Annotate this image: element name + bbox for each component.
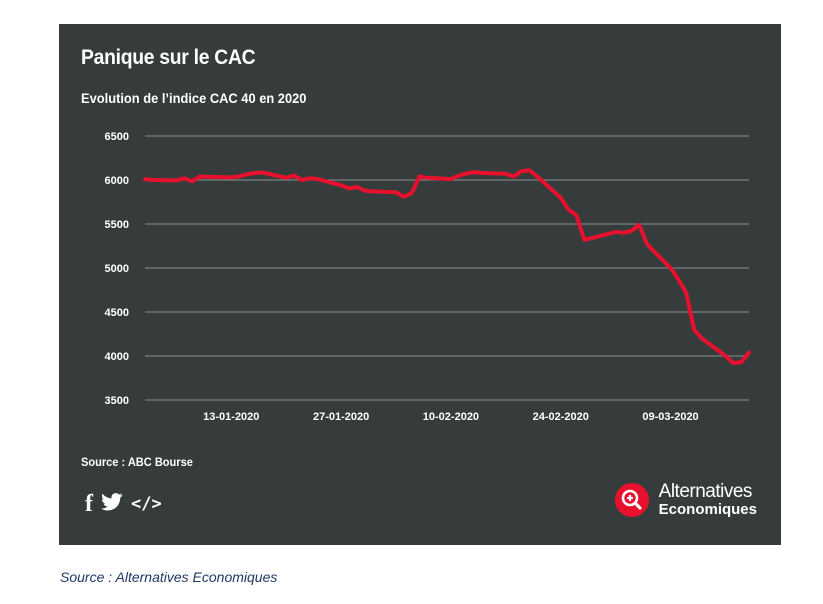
twitter-icon[interactable]: [101, 492, 123, 516]
x-tick-label: 27-01-2020: [313, 411, 369, 423]
share-bar: f </>: [85, 492, 162, 516]
chart-title: Panique sur le CAC: [81, 46, 256, 69]
chart-subtitle: Evolution de l’indice CAC 40 en 2020: [81, 90, 307, 106]
y-tick-label: 5500: [105, 219, 129, 231]
line-chart: 3500 4000 4500 5000 5500 6000 6500 13-01-2020 27…: [105, 131, 751, 423]
twitter-bird-icon: [101, 492, 123, 510]
embed-code-icon[interactable]: </>: [131, 494, 162, 514]
x-tick-label: 13-01-2020: [203, 411, 259, 423]
logo-wordmark: Alternatives Economiques: [659, 482, 757, 517]
alternatives-economiques-logo[interactable]: Alternatives Economiques: [614, 482, 757, 517]
logo-line-2: Economiques: [658, 501, 757, 518]
cac40-series-line: [143, 168, 751, 365]
y-tick-label: 5000: [105, 263, 129, 275]
facebook-icon[interactable]: f: [85, 491, 93, 517]
figure-caption: Source : Alternatives Economiques: [60, 569, 278, 585]
y-tick-label: 4000: [105, 351, 129, 363]
x-tick-label: 10-02-2020: [423, 411, 479, 423]
y-tick-label: 4500: [105, 307, 129, 319]
y-tick-label: 6000: [105, 175, 129, 187]
x-tick-label: 24-02-2020: [533, 411, 589, 423]
magnifier-plus-icon: [614, 482, 649, 517]
logo-line-1: Alternatives: [658, 481, 753, 502]
chart-source: Source : ABC Bourse: [81, 455, 193, 469]
y-tick-label: 3500: [105, 395, 129, 407]
y-tick-label: 6500: [105, 131, 129, 143]
x-tick-label: 09-03-2020: [642, 411, 698, 423]
chart-card: Panique sur le CAC Evolution de l’indice…: [59, 24, 781, 545]
